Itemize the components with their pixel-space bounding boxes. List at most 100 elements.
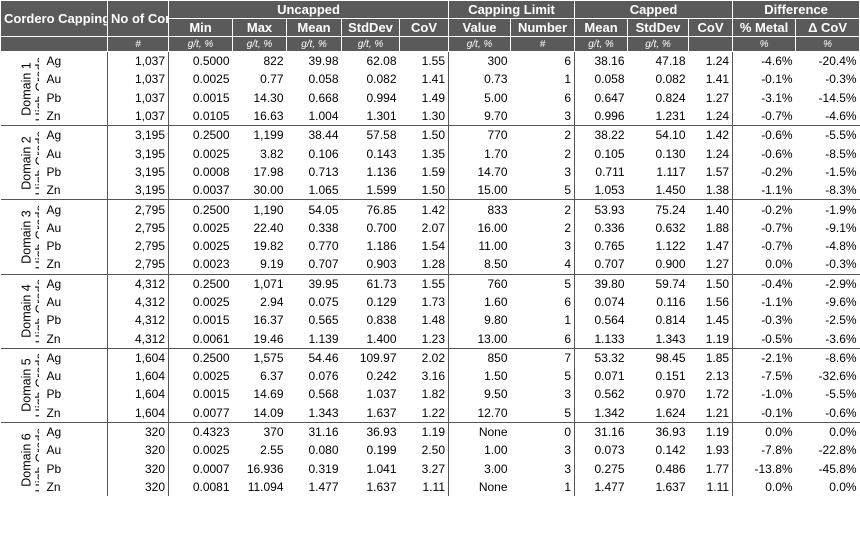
delta-cov-cell: -20.4% <box>795 51 860 71</box>
domain-label: Domain 2 High-Grade <box>0 125 39 200</box>
comps-cell: 1,037 <box>107 51 169 71</box>
capped-mean-cell: 0.275 <box>574 459 628 478</box>
header-comps: No of Comps <box>107 0 170 37</box>
cap-value-cell: 12.70 <box>448 403 511 423</box>
comps-cell: 2,795 <box>107 218 169 237</box>
domain-label: Domain 4 High-Grade <box>0 273 39 349</box>
cap-number-cell: 6 <box>564 331 572 346</box>
cap-value-cell: 1.00 <box>448 441 511 460</box>
capped-mean-cell: 0.711 <box>574 162 628 182</box>
domain-sublabel: High-Grade <box>32 427 39 492</box>
cap-number-cell: 6 <box>564 90 572 105</box>
comps-cell: 1,037 <box>107 106 169 126</box>
delta-cov-cell: -0.3% <box>825 72 857 87</box>
mean-cell: 0.338 <box>308 220 339 235</box>
domain-name: Domain 4 <box>18 284 33 338</box>
comps-cell: 1,604 <box>107 403 169 423</box>
stddev-cell: 0.838 <box>366 313 397 328</box>
table-row: Au 1,604 0.0025 6.37 0.076 0.242 3.16 1.50 5 0.07… <box>1 367 860 386</box>
pct-metal-cell: 0.0% <box>732 421 796 442</box>
cov-cell: 1.35 <box>421 146 446 161</box>
cov-cell: 1.49 <box>421 90 446 105</box>
table-row: Au 3,195 0.0025 3.82 0.106 0.143 1.35 1.70 2 0.10… <box>1 144 860 163</box>
capped-stddev-cell: 0.116 <box>656 295 686 309</box>
domain-label: Domain 3 High-Grade <box>0 199 39 275</box>
mean-cell: 39.95 <box>286 273 342 293</box>
element-cell: Pb <box>46 461 62 476</box>
unit-mean: g/t, % <box>286 36 343 52</box>
cap-value-cell: 11.00 <box>448 236 511 256</box>
stddev-cell: 62.08 <box>341 51 400 71</box>
capped-mean-cell: 53.93 <box>574 199 628 219</box>
header-capped: Capped <box>574 0 734 19</box>
comps-cell: 320 <box>107 459 169 478</box>
cov-cell: 1.41 <box>421 72 446 87</box>
cap-number-cell: 2 <box>564 146 572 161</box>
capped-stddev-cell: 1.624 <box>655 405 686 420</box>
pct-metal-cell: -7.8% <box>732 441 796 460</box>
element-cell: Au <box>46 443 62 458</box>
capped-cov-cell: 1.27 <box>705 257 730 272</box>
cap-number-cell: 1 <box>564 313 572 328</box>
cap-number-cell: 5 <box>510 273 575 293</box>
element-cell: Ag <box>38 51 108 71</box>
element-cell: Ag <box>38 347 108 368</box>
cov-cell: 1.11 <box>422 479 446 494</box>
element-cell: Zn <box>46 257 61 272</box>
element-cell: Ag <box>38 199 108 219</box>
max-cell: 11.094 <box>247 479 284 494</box>
cap-value-cell: None <box>448 477 511 497</box>
capped-mean-cell: 0.336 <box>574 218 628 237</box>
capped-mean-cell: 38.16 <box>574 51 628 71</box>
capped-mean-cell: 0.071 <box>574 367 628 386</box>
delta-cov-cell: -8.3% <box>825 183 857 198</box>
capped-cov-cell: 1.19 <box>705 331 730 346</box>
capped-mean-cell: 0.765 <box>574 236 628 256</box>
stddev-cell: 1.400 <box>366 331 397 346</box>
mean-cell: 1.343 <box>308 405 339 420</box>
pct-metal-cell: -0.2% <box>732 199 796 219</box>
unit-capped-mean: g/t, % <box>574 36 629 52</box>
max-cell: 17.98 <box>253 164 284 179</box>
stddev-cell: 1.037 <box>366 387 397 402</box>
cap-value-cell: 770 <box>448 125 511 145</box>
capped-stddev-cell: 0.970 <box>655 387 686 402</box>
cov-cell: 1.48 <box>421 313 446 328</box>
cap-value-cell: 300 <box>448 51 511 71</box>
min-cell: 0.0025 <box>168 218 233 237</box>
cap-value-cell: 1.60 <box>448 292 511 312</box>
pct-metal-cell: -0.6% <box>732 125 796 145</box>
mean-cell: 38.44 <box>286 125 342 145</box>
min-cell: 0.0025 <box>168 292 233 312</box>
cap-number-cell: 1 <box>564 479 572 494</box>
stddev-cell: 0.994 <box>366 90 397 105</box>
delta-cov-cell: -4.8% <box>825 239 857 254</box>
capped-cov-cell: 1.41 <box>705 72 730 87</box>
table-body: Domain 1 High-Grade Ag 1,037 0.5000 822 39.98 6… <box>0 50 860 497</box>
domain-label: Domain 5 High-Grade <box>0 347 39 423</box>
max-cell: 370 <box>232 421 287 442</box>
capped-mean-cell: 0.996 <box>574 106 628 126</box>
capped-stddev-cell: 0.900 <box>655 257 686 272</box>
header-max: Max <box>232 18 288 37</box>
table-row: Zn 4,312 0.0061 19.46 1.139 1.400 1.23 13.00 6 1.… <box>1 329 860 349</box>
capped-mean-cell: 0.073 <box>574 441 628 460</box>
comps-cell: 4,312 <box>107 273 169 293</box>
corner-title: Cordero Capping Stats <box>0 0 109 37</box>
capped-cov-cell: 1.27 <box>705 90 730 105</box>
stddev-cell: 0.199 <box>366 443 397 458</box>
capped-cov-cell: 1.38 <box>705 183 730 198</box>
capped-stddev-cell: 36.93 <box>627 421 689 442</box>
min-cell: 0.2500 <box>168 347 233 368</box>
cap-number-cell: 1 <box>564 72 572 87</box>
table-row: Pb 3,195 0.0008 17.98 0.713 1.136 1.59 14.70 3 0.… <box>1 162 860 182</box>
element-cell: Zn <box>46 109 61 124</box>
comps-cell: 1,037 <box>107 70 169 89</box>
min-cell: 0.0023 <box>168 255 233 275</box>
mean-cell: 1.065 <box>308 183 339 198</box>
delta-cov-cell: -1.9% <box>795 199 860 219</box>
capped-mean-cell: 53.32 <box>574 347 628 368</box>
comps-cell: 3,195 <box>107 144 169 163</box>
min-cell: 0.0025 <box>168 367 233 386</box>
cap-value-cell: 3.00 <box>448 459 511 478</box>
